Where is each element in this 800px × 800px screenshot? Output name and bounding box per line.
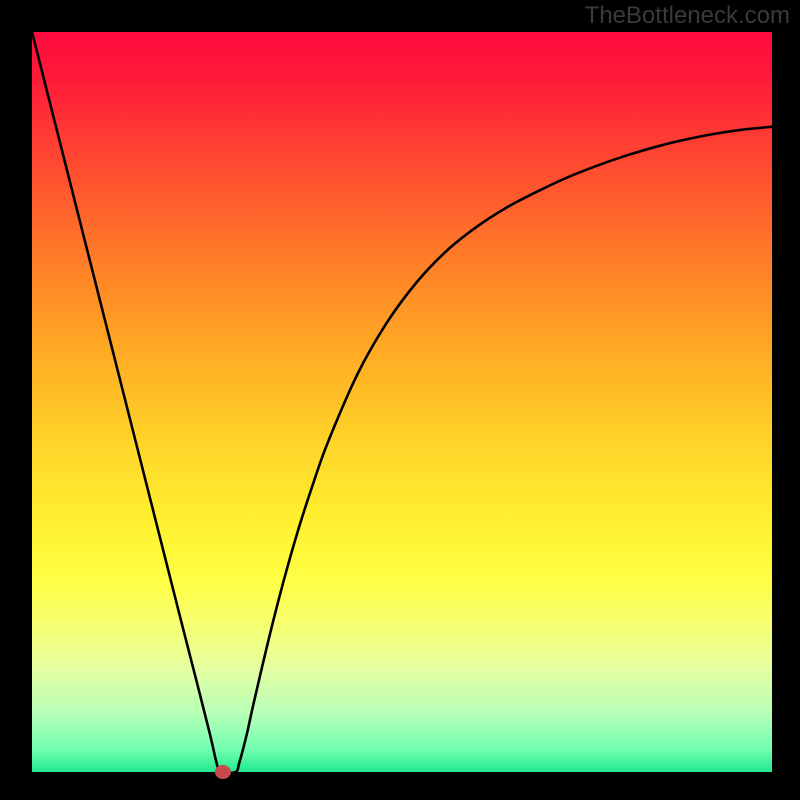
chart-plot-area <box>32 32 772 772</box>
chart-stage: TheBottleneck.com <box>0 0 800 800</box>
optimal-point-marker <box>215 765 231 779</box>
bottleneck-chart-svg <box>0 0 800 800</box>
